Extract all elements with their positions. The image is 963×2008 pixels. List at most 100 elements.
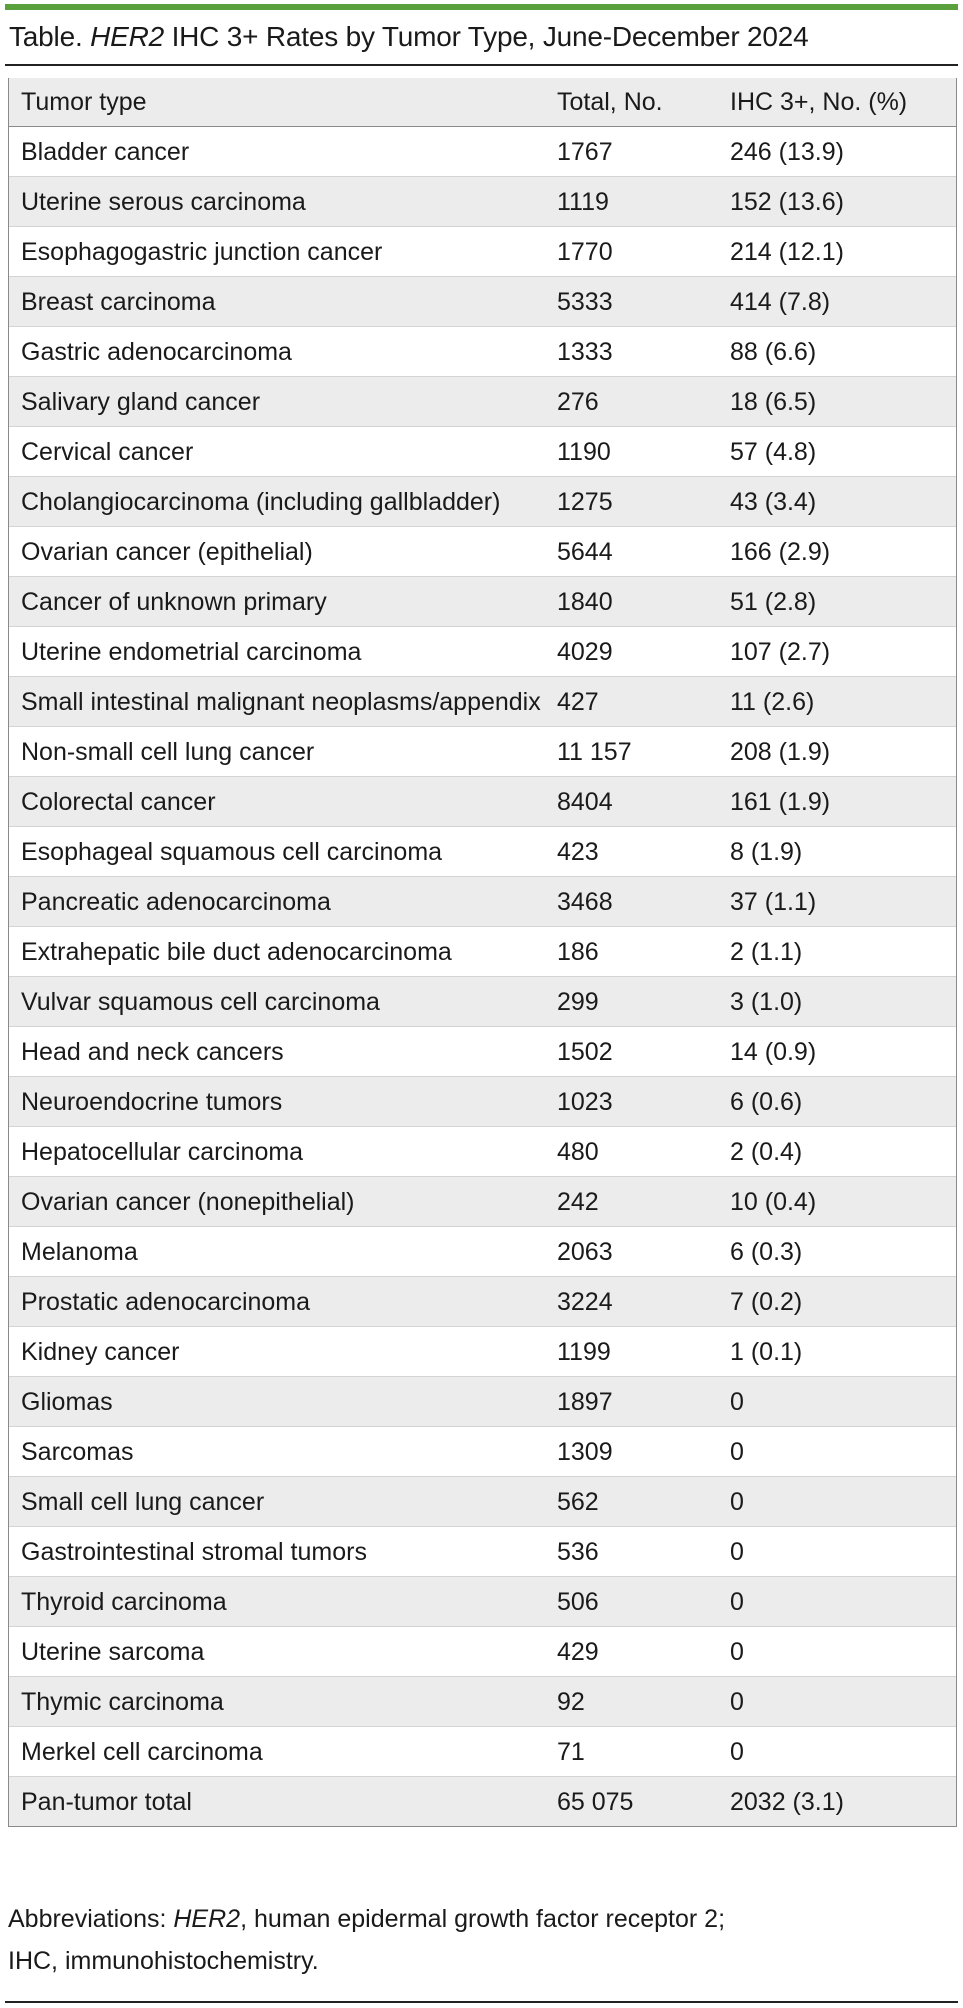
table-row: Thyroid carcinoma 506 0 (9, 1576, 956, 1627)
cell-tumor-type: Vulvar squamous cell carcinoma (9, 976, 545, 1027)
cell-total: 480 (545, 1126, 718, 1177)
cell-tumor-type: Colorectal cancer (9, 776, 545, 827)
data-table-container: Tumor type Total, No. IHC 3+, No. (%) Bl… (8, 78, 957, 1827)
cell-ihc3: 18 (6.5) (718, 376, 956, 427)
cell-ihc3: 0 (718, 1426, 956, 1477)
cell-tumor-type: Ovarian cancer (epithelial) (9, 526, 545, 577)
cell-total: 65 075 (545, 1776, 718, 1827)
footnote-line1-rest: , human epidermal growth factor receptor… (240, 1905, 726, 1933)
table-row: Neuroendocrine tumors 1023 6 (0.6) (9, 1076, 956, 1127)
cell-total: 276 (545, 376, 718, 427)
cell-total: 92 (545, 1676, 718, 1727)
cell-ihc3: 0 (718, 1626, 956, 1677)
cell-tumor-type: Cancer of unknown primary (9, 576, 545, 627)
title-rule (5, 64, 958, 66)
cell-ihc3: 107 (2.7) (718, 626, 956, 677)
cell-ihc3: 7 (0.2) (718, 1276, 956, 1327)
cell-ihc3: 6 (0.3) (718, 1226, 956, 1277)
table-row: Hepatocellular carcinoma 480 2 (0.4) (9, 1126, 956, 1177)
cell-ihc3: 0 (718, 1726, 956, 1777)
title-prefix: Table. (9, 21, 91, 52)
table-row: Non-small cell lung cancer 11 157 208 (1.9… (9, 726, 956, 777)
cell-total: 427 (545, 676, 718, 727)
cell-total: 8404 (545, 776, 718, 827)
cell-ihc3: 2 (0.4) (718, 1126, 956, 1177)
cell-tumor-type: Uterine sarcoma (9, 1626, 545, 1677)
cell-total: 1309 (545, 1426, 718, 1477)
cell-total: 1770 (545, 226, 718, 277)
cell-tumor-type: Hepatocellular carcinoma (9, 1126, 545, 1177)
cell-total: 536 (545, 1526, 718, 1577)
table-row: Ovarian cancer (nonepithelial) 242 10 (0.4… (9, 1176, 956, 1227)
cell-tumor-type: Ovarian cancer (nonepithelial) (9, 1176, 545, 1227)
cell-tumor-type: Gastrointestinal stromal tumors (9, 1526, 545, 1577)
cell-ihc3: 43 (3.4) (718, 476, 956, 527)
table-row: Uterine serous carcinoma 1119 152 (13.6) (9, 176, 956, 227)
table-row: Gastrointestinal stromal tumors 536 0 (9, 1526, 956, 1577)
cell-tumor-type: Small cell lung cancer (9, 1476, 545, 1527)
table-row: Small intestinal malignant neoplasms/app… (9, 676, 956, 727)
cell-total: 299 (545, 976, 718, 1027)
table-row: Pancreatic adenocarcinoma 3468 37 (1.1) (9, 876, 956, 927)
cell-ihc3: 208 (1.9) (718, 726, 956, 777)
column-header-total: Total, No. (545, 78, 718, 127)
cell-ihc3: 14 (0.9) (718, 1026, 956, 1077)
cell-total: 1190 (545, 426, 718, 477)
cell-ihc3: 152 (13.6) (718, 176, 956, 227)
cell-total: 1333 (545, 326, 718, 377)
data-table: Tumor type Total, No. IHC 3+, No. (%) Bl… (9, 78, 956, 1827)
cell-total: 1767 (557, 138, 613, 166)
cell-ihc3: 51 (2.8) (718, 576, 956, 627)
footnote-prefix: Abbreviations: (8, 1905, 174, 1933)
cell-tumor-type: Thymic carcinoma (9, 1676, 545, 1727)
cell-tumor-type: Neuroendocrine tumors (9, 1076, 545, 1127)
cell-ihc3: 246 (13.9) (730, 138, 844, 166)
cell-total: 71 (545, 1726, 718, 1777)
footnote-gene: HER2 (173, 1905, 241, 1933)
cell-tumor-type: Bladder cancer (21, 138, 190, 166)
cell-total: 423 (545, 826, 718, 877)
cell-ihc3: 0 (718, 1576, 956, 1627)
cell-tumor-type: Extrahepatic bile duct adenocarcinoma (9, 926, 545, 977)
footnote-line-1: Abbreviations: HER2, human epidermal gro… (8, 1898, 953, 1940)
column-header-tumor-type: Tumor type (9, 78, 545, 127)
cell-total: 242 (545, 1176, 718, 1227)
cell-total: 4029 (545, 626, 718, 677)
table-row: Sarcomas 1309 0 (9, 1426, 956, 1477)
cell-ihc3: 3 (1.0) (718, 976, 956, 1027)
cell-ihc3: 166 (2.9) (718, 526, 956, 577)
cell-tumor-type: Gastric adenocarcinoma (9, 326, 545, 377)
cell-ihc3: 10 (0.4) (718, 1176, 956, 1227)
cell-tumor-type: Melanoma (9, 1226, 545, 1277)
cell-ihc3: 0 (718, 1376, 956, 1427)
cell-ihc3: 1 (0.1) (718, 1326, 956, 1377)
table-row: Cholangiocarcinoma (including gallbladde… (9, 476, 956, 527)
title-rest: IHC 3+ Rates by Tumor Type, June-Decembe… (164, 21, 809, 52)
cell-tumor-type: Cholangiocarcinoma (including gallbladde… (9, 476, 545, 527)
table-row: Prostatic adenocarcinoma 3224 7 (0.2) (9, 1276, 956, 1327)
table-row: Thymic carcinoma 92 0 (9, 1676, 956, 1727)
cell-ihc3: 11 (2.6) (718, 676, 956, 727)
cell-tumor-type: Uterine endometrial carcinoma (9, 626, 545, 677)
cell-total: 562 (545, 1476, 718, 1527)
cell-ihc3: 88 (6.6) (718, 326, 956, 377)
cell-tumor-type: Pan-tumor total (9, 1776, 545, 1827)
cell-ihc3: 37 (1.1) (718, 876, 956, 927)
table-row: Gliomas 1897 0 (9, 1376, 956, 1427)
table-row: Kidney cancer 1199 1 (0.1) (9, 1326, 956, 1377)
cell-ihc3: 8 (1.9) (718, 826, 956, 877)
title-gene: HER2 (90, 21, 164, 52)
cell-ihc3: 0 (718, 1676, 956, 1727)
cell-tumor-type: Breast carcinoma (9, 276, 545, 327)
cell-ihc3: 2 (1.1) (718, 926, 956, 977)
table-row: Cervical cancer 1190 57 (4.8) (9, 426, 956, 477)
bottom-rule (5, 2001, 958, 2003)
cell-ihc3: 2032 (3.1) (718, 1776, 956, 1827)
table-row: Vulvar squamous cell carcinoma 299 3 (1.0) (9, 976, 956, 1027)
cell-total: 11 157 (545, 726, 718, 777)
footnote: Abbreviations: HER2, human epidermal gro… (8, 1898, 953, 1982)
cell-tumor-type: Cervical cancer (9, 426, 545, 477)
cell-total: 506 (545, 1576, 718, 1627)
cell-tumor-type: Prostatic adenocarcinoma (9, 1276, 545, 1327)
table-row: Breast carcinoma 5333 414 (7.8) (9, 276, 956, 327)
